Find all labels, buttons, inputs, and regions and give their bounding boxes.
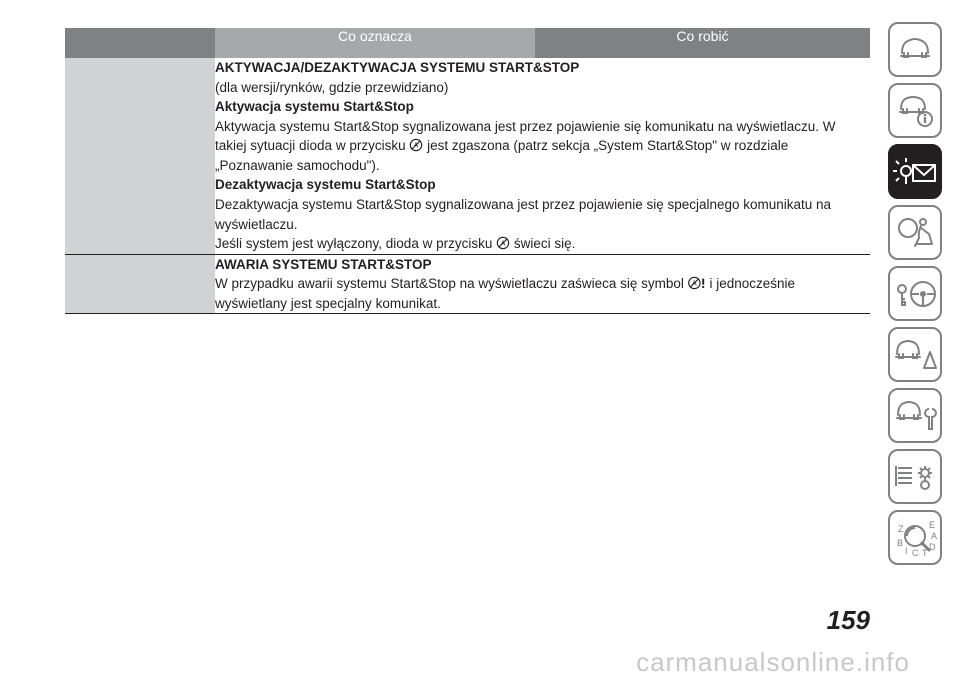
table-header-row: Co oznacza Co robić — [65, 28, 870, 58]
airbag-icon — [895, 214, 935, 252]
row-subheading: Aktywacja systemu Start&Stop — [215, 97, 870, 117]
sidebar-item-car-hazard[interactable] — [888, 327, 942, 382]
header-cell-action: Co robić — [535, 28, 870, 58]
row-content-cell: AKTYWACJA/DEZAKTYWACJA SYSTEMU START&STO… — [215, 58, 870, 254]
row-text-span: W przypadku awarii systemu Start&Stop na… — [215, 276, 684, 291]
table-row: AWARIA SYSTEMU START&STOP W przypadku aw… — [65, 254, 870, 314]
sidebar-item-dash-warning[interactable] — [888, 144, 942, 199]
row-text: Dezaktywacja systemu Start&Stop sygnaliz… — [215, 195, 870, 234]
row-text: W przypadku awarii systemu Start&Stop na… — [215, 274, 870, 313]
row-text-span: świeci się. — [514, 236, 576, 251]
svg-text:I: I — [905, 546, 908, 556]
row-content-cell: AWARIA SYSTEMU START&STOP W przypadku aw… — [215, 254, 870, 314]
row-text: Aktywacja systemu Start&Stop sygnalizowa… — [215, 117, 870, 176]
svg-text:C: C — [912, 548, 919, 558]
svg-text:Z: Z — [898, 524, 904, 534]
sidebar-item-settings-list[interactable] — [888, 449, 942, 504]
sidebar-item-car-service[interactable] — [888, 388, 942, 443]
svg-text:A: A — [931, 531, 937, 541]
header-cell-blank — [65, 28, 215, 58]
info-table: Co oznacza Co robić AKTYWACJA/DEZAKTYWAC… — [65, 28, 870, 314]
svg-text:T: T — [922, 548, 928, 558]
sidebar-item-key-steering[interactable] — [888, 266, 942, 321]
sidebar-item-car-info[interactable] — [888, 83, 942, 138]
row-icon-cell — [65, 58, 215, 254]
sidebar-item-car-front[interactable] — [888, 22, 942, 77]
row-heading: AWARIA SYSTEMU START&STOP — [215, 255, 870, 275]
sidebar-item-index-search[interactable]: Z E A B I C D T — [888, 510, 942, 565]
page: Co oznacza Co robić AKTYWACJA/DEZAKTYWAC… — [0, 0, 960, 686]
page-number: 159 — [827, 605, 870, 636]
settings-list-icon — [893, 460, 937, 494]
dash-warning-icon — [893, 153, 937, 191]
svg-text:A: A — [692, 281, 697, 288]
car-info-icon — [895, 94, 935, 128]
row-icon-cell — [65, 254, 215, 314]
svg-text:D: D — [929, 542, 936, 552]
car-service-icon — [893, 399, 937, 433]
circle-a-bang-icon: A — [688, 276, 706, 290]
row-note: (dla wersji/rynków, gdzie przewidziano) — [215, 78, 870, 98]
car-hazard-icon — [893, 338, 937, 372]
row-text-span: Jeśli system jest wyłączony, dioda w prz… — [215, 236, 492, 251]
table-row: AKTYWACJA/DEZAKTYWACJA SYSTEMU START&STO… — [65, 58, 870, 254]
circle-a-icon: A — [496, 236, 510, 250]
sidebar: Z E A B I C D T — [888, 22, 942, 565]
svg-text:A: A — [501, 241, 506, 248]
row-subheading: Dezaktywacja systemu Start&Stop — [215, 175, 870, 195]
row-text: Jeśli system jest wyłączony, dioda w prz… — [215, 234, 870, 254]
watermark: carmanualsonline.info — [636, 647, 910, 678]
row-heading: AKTYWACJA/DEZAKTYWACJA SYSTEMU START&STO… — [215, 58, 870, 78]
header-cell-meaning: Co oznacza — [215, 28, 535, 58]
svg-text:A: A — [414, 143, 419, 150]
index-search-icon: Z E A B I C D T — [893, 518, 937, 558]
circle-a-icon: A — [409, 138, 423, 152]
key-steering-icon — [893, 277, 937, 311]
car-front-icon — [895, 35, 935, 65]
svg-text:B: B — [897, 538, 903, 548]
sidebar-item-airbag[interactable] — [888, 205, 942, 260]
svg-text:E: E — [929, 520, 935, 530]
